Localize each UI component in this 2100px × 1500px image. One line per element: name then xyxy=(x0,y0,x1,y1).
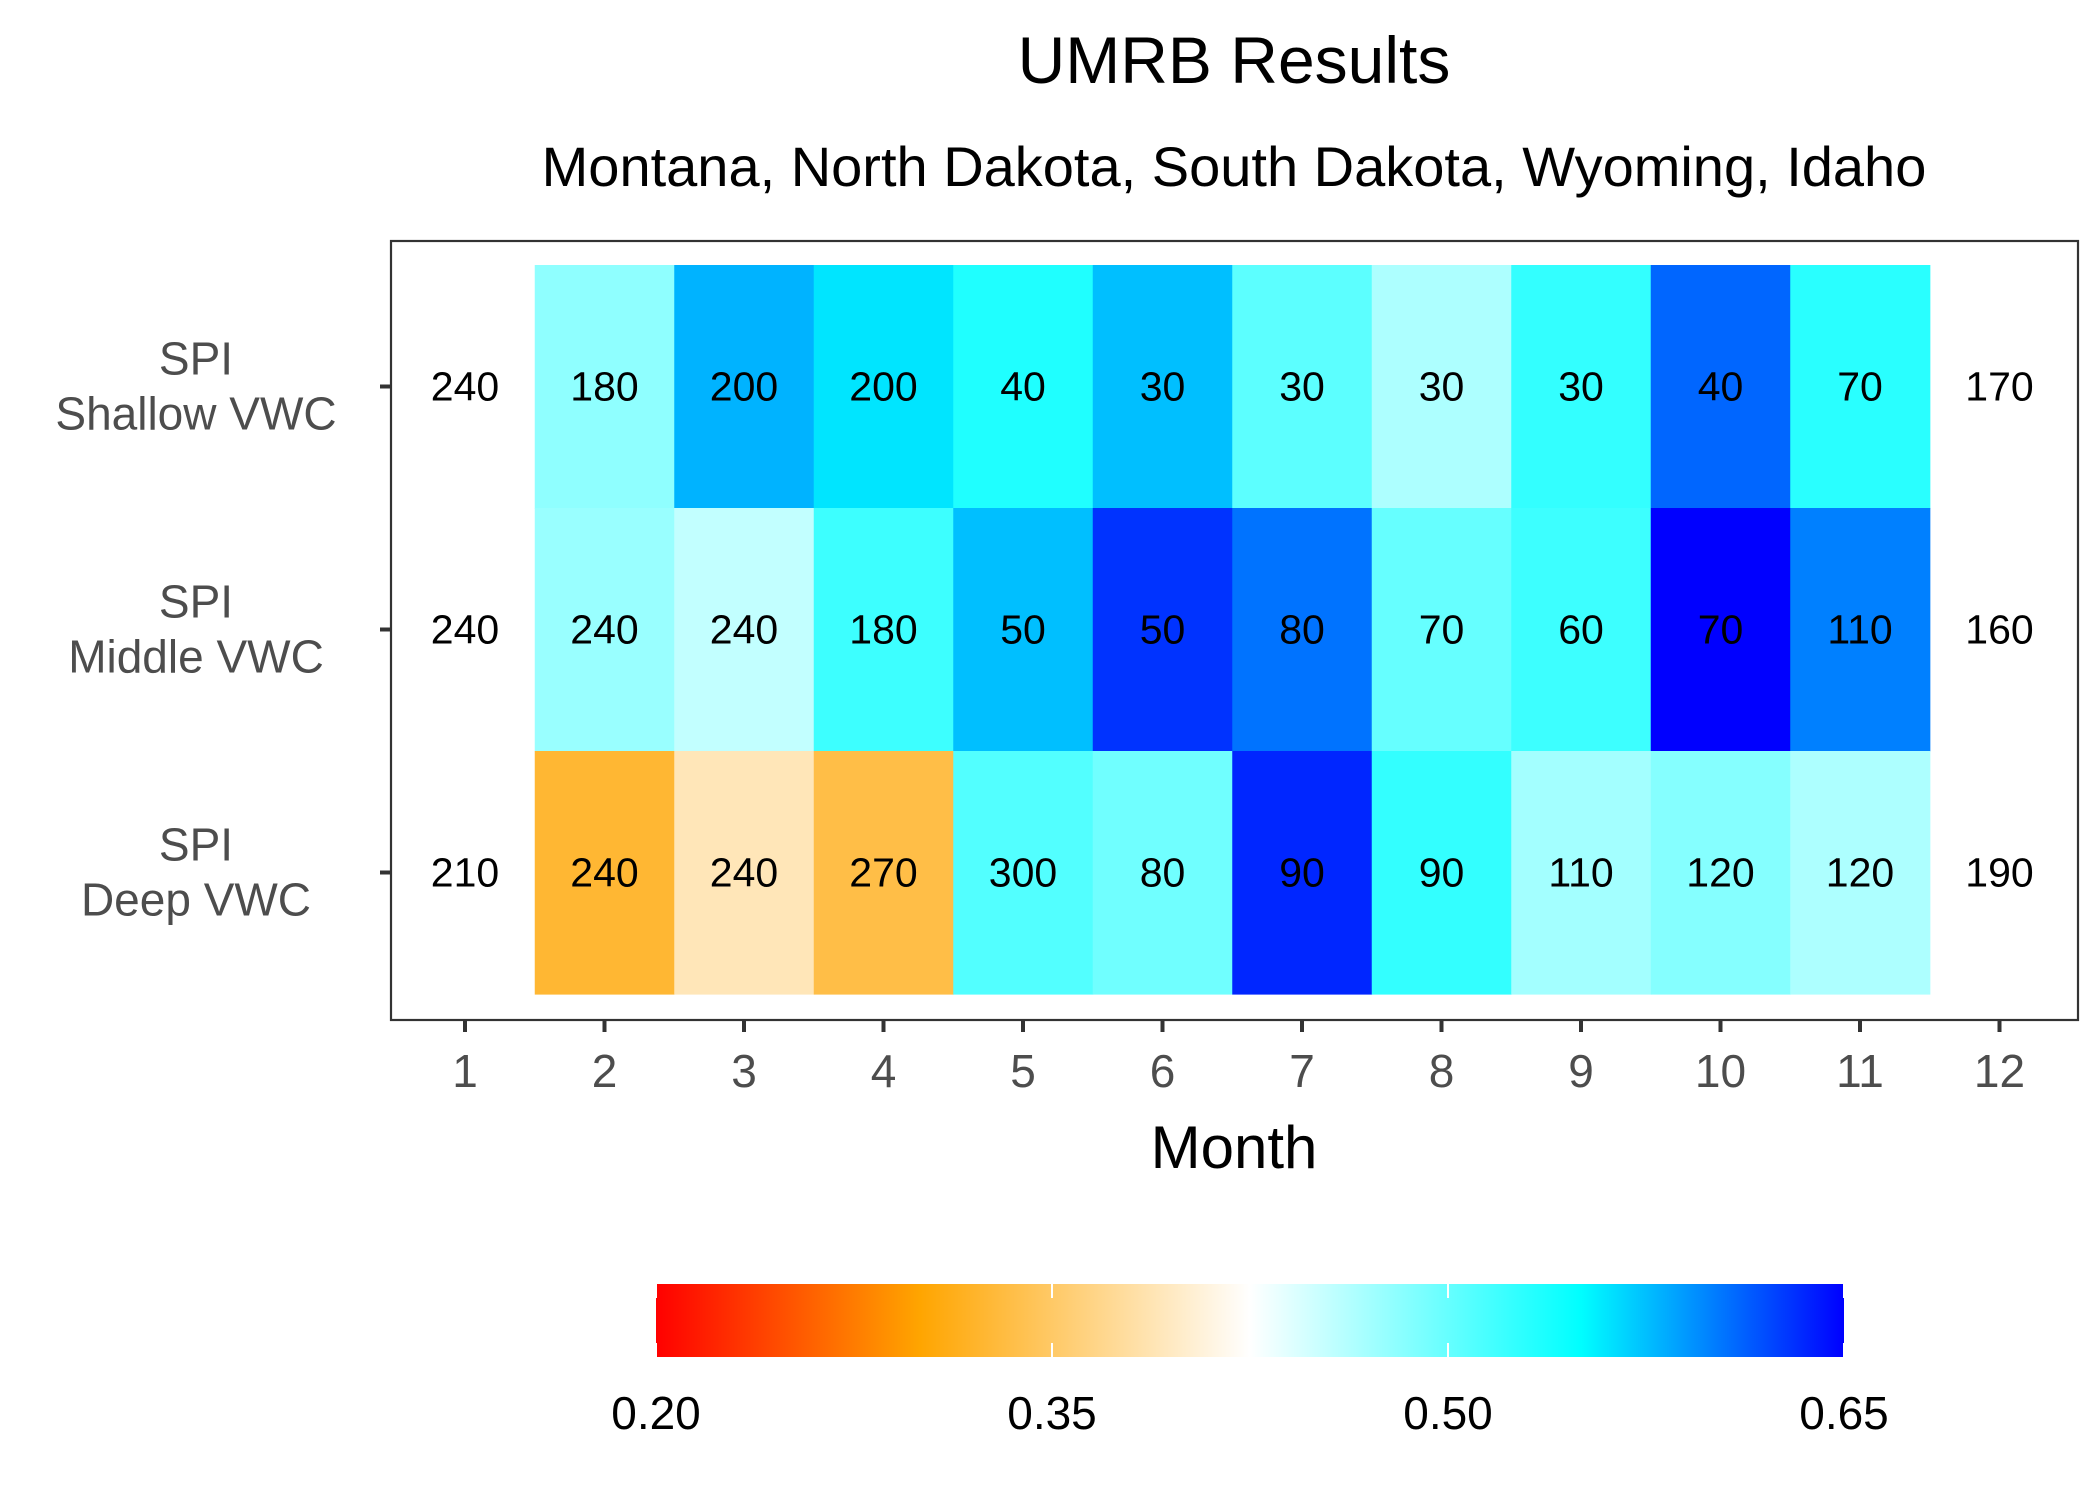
cell-labels: 240 180 200 200 40 30 30 30 30 40 70 170 240 240 240 18… xyxy=(431,364,2034,896)
cell-label: 50 xyxy=(1140,607,1186,653)
cell-label: 70 xyxy=(1698,607,1744,653)
cell-label: 40 xyxy=(1698,364,1744,410)
cell-label: 160 xyxy=(1965,607,2033,653)
cell-label: 80 xyxy=(1140,850,1186,896)
heatmap-cell xyxy=(1650,265,1791,509)
cell-label: 190 xyxy=(1965,850,2033,896)
heatmap-cell xyxy=(1371,751,1512,995)
heatmap-cell xyxy=(813,751,954,995)
heatmap-cell xyxy=(953,751,1094,995)
cell-label: 40 xyxy=(1000,364,1046,410)
heatmap-cell xyxy=(1650,751,1791,995)
heatmap-cell xyxy=(1790,508,1931,752)
cell-label: 180 xyxy=(849,607,917,653)
heatmap-cell xyxy=(1232,265,1373,509)
heatmap-cell xyxy=(1232,508,1373,752)
heatmap-cell xyxy=(1092,751,1233,995)
heatmap-cell xyxy=(1511,265,1652,509)
cell-label: 240 xyxy=(431,364,499,410)
colorbar-tick-label: 0.50 xyxy=(1403,1387,1493,1439)
cell-label: 240 xyxy=(570,607,638,653)
heatmap-cell xyxy=(534,508,675,752)
cell-label: 120 xyxy=(1686,850,1754,896)
heatmap-cell xyxy=(1232,751,1373,995)
heatmap-cell xyxy=(1092,265,1233,509)
cell-label: 90 xyxy=(1419,850,1465,896)
heatmap-cell xyxy=(1790,751,1931,995)
heatmap-cell xyxy=(534,751,675,995)
x-tick-label: 12 xyxy=(1974,1045,2025,1097)
cell-label: 30 xyxy=(1140,364,1186,410)
chart-title: UMRB Results xyxy=(1017,23,1451,97)
heatmap-cell xyxy=(534,265,675,509)
cell-label: 60 xyxy=(1558,607,1604,653)
y-tick-label: SPI xyxy=(159,576,233,628)
heatmap-cell xyxy=(1371,508,1512,752)
heatmap-cell xyxy=(813,265,954,509)
heatmap-cell xyxy=(1650,508,1791,752)
colorbar-tick-label: 0.20 xyxy=(611,1387,701,1439)
colorbar-tick-label: 0.35 xyxy=(1007,1387,1097,1439)
heatmap-cell xyxy=(1790,265,1931,509)
colorbar-tick-label: 0.65 xyxy=(1799,1387,1889,1439)
x-tick-label: 9 xyxy=(1568,1045,1594,1097)
cell-label: 270 xyxy=(849,850,917,896)
cell-label: 70 xyxy=(1837,364,1883,410)
cell-label: 30 xyxy=(1558,364,1604,410)
heatmap-cell xyxy=(674,751,815,995)
cell-label: 110 xyxy=(1827,607,1892,653)
x-axis: 1 2 3 4 5 6 7 8 9 10 11 12 xyxy=(452,1020,2025,1097)
y-tick-label: SPI xyxy=(159,819,233,871)
cell-label: 200 xyxy=(710,364,778,410)
y-tick-label: Shallow VWC xyxy=(55,388,336,440)
heatmap-cells xyxy=(534,265,1931,995)
x-tick-label: 5 xyxy=(1010,1045,1036,1097)
heatmap-cell xyxy=(674,508,815,752)
heatmap-cell xyxy=(953,508,1094,752)
cell-label: 240 xyxy=(570,850,638,896)
chart-subtitle: Montana, North Dakota, South Dakota, Wyo… xyxy=(541,135,1927,198)
heatmap-cell xyxy=(953,265,1094,509)
cell-label: 170 xyxy=(1965,364,2033,410)
x-tick-label: 1 xyxy=(452,1045,478,1097)
cell-label: 180 xyxy=(570,364,638,410)
cell-label: 120 xyxy=(1826,850,1894,896)
cell-label: 90 xyxy=(1279,850,1325,896)
cell-label: 70 xyxy=(1419,607,1465,653)
cell-label: 240 xyxy=(710,607,778,653)
x-tick-label: 6 xyxy=(1150,1045,1176,1097)
x-tick-label: 2 xyxy=(592,1045,618,1097)
cell-label: 50 xyxy=(1000,607,1046,653)
x-tick-label: 10 xyxy=(1695,1045,1746,1097)
x-tick-label: 11 xyxy=(1836,1045,1884,1097)
cell-label: 240 xyxy=(431,607,499,653)
cell-label: 110 xyxy=(1548,850,1613,896)
heatmap-cell xyxy=(1511,751,1652,995)
heatmap-cell xyxy=(674,265,815,509)
y-tick-label: Deep VWC xyxy=(81,874,311,926)
colorbar-gradient xyxy=(656,1284,1844,1357)
cell-label: 80 xyxy=(1279,607,1325,653)
x-tick-label: 8 xyxy=(1429,1045,1455,1097)
y-tick-label: SPI xyxy=(159,333,233,385)
colorbar-legend: 0.20 0.35 0.50 0.65 xyxy=(611,1284,1889,1439)
x-tick-label: 7 xyxy=(1289,1045,1315,1097)
cell-label: 240 xyxy=(710,850,778,896)
heatmap-cell xyxy=(813,508,954,752)
cell-label: 300 xyxy=(989,850,1057,896)
heatmap-cell xyxy=(1092,508,1233,752)
y-tick-label: Middle VWC xyxy=(68,631,324,683)
x-tick-label: 4 xyxy=(871,1045,897,1097)
cell-label: 210 xyxy=(431,850,499,896)
heatmap-cell xyxy=(1511,508,1652,752)
x-tick-label: 3 xyxy=(731,1045,757,1097)
cell-label: 30 xyxy=(1279,364,1325,410)
cell-label: 30 xyxy=(1419,364,1465,410)
x-axis-title: Month xyxy=(1151,1114,1318,1181)
cell-label: 200 xyxy=(849,364,917,410)
heatmap-cell xyxy=(1371,265,1512,509)
